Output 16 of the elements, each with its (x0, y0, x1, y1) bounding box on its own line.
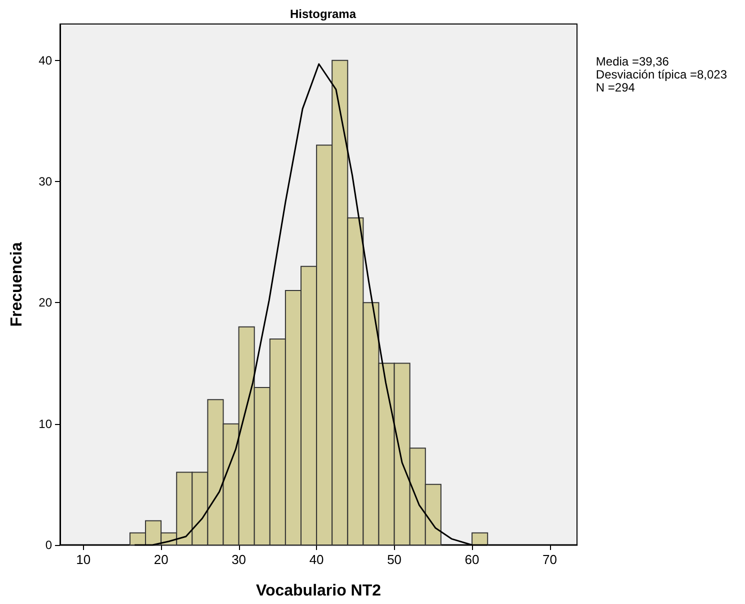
x-axis-title: Vocabulario NT2 (256, 582, 382, 600)
x-tick-label: 10 (76, 552, 91, 567)
x-tick-label: 20 (154, 552, 168, 567)
y-tick-label: 40 (38, 53, 52, 68)
x-tick-label: 60 (464, 552, 480, 567)
x-tick-label: 70 (542, 552, 558, 567)
x-tick-label: 40 (309, 552, 324, 567)
x-tick-label: 50 (387, 552, 402, 567)
y-axis-title: Frecuencia (8, 242, 26, 327)
y-tick-label: 0 (45, 538, 52, 552)
y-tick-label: 30 (38, 174, 52, 189)
y-tick-label: 20 (38, 296, 52, 310)
y-tick-label: 10 (38, 416, 52, 431)
text: Media =39,36 Desviación típica =8,023 N =294 (596, 54, 728, 94)
chart-title: Histograma (290, 7, 356, 21)
x-tick-label: 30 (232, 552, 246, 567)
